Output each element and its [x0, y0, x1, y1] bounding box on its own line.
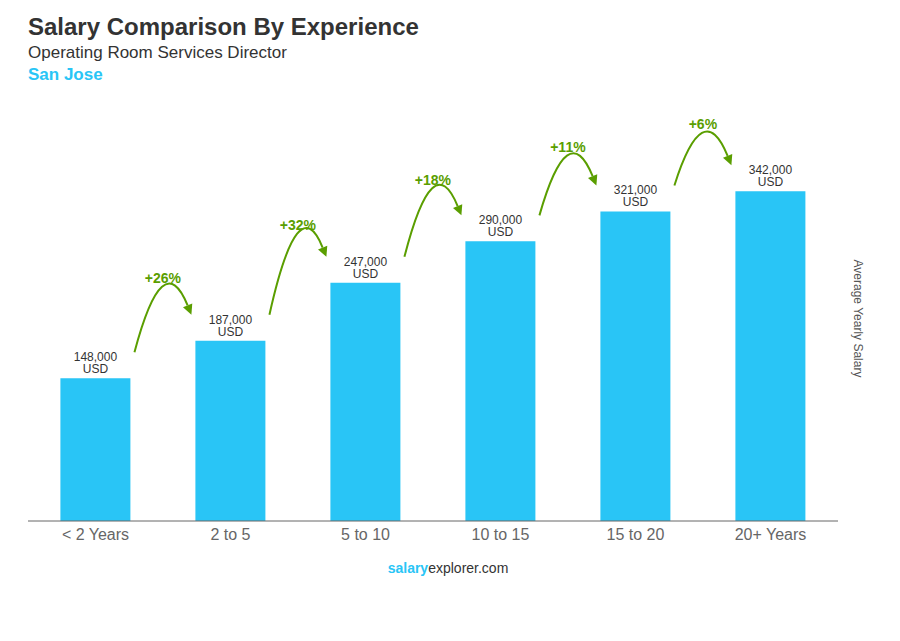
svg-text:247,000USD: 247,000USD	[344, 255, 388, 281]
svg-text:342,000USD: 342,000USD	[749, 163, 793, 189]
svg-text:Average Yearly Salary: Average Yearly Salary	[851, 260, 865, 378]
svg-text:290,000USD: 290,000USD	[479, 213, 523, 239]
svg-text:10 to 15: 10 to 15	[472, 526, 530, 543]
html-text:salary explorer.com: salary explorer.com	[387, 560, 509, 576]
svg-text:+26%: +26%	[145, 270, 182, 286]
html-text:Operating Room Services Direct: Operating Room Services Director	[28, 43, 287, 62]
svg-text:20+ Years: 20+ Years	[735, 526, 807, 543]
svg-text:+6%: +6%	[689, 116, 718, 132]
svg-text:< 2 Years: < 2 Years	[62, 526, 129, 543]
svg-text:15 to 20: 15 to 20	[607, 526, 665, 543]
svg-text:2 to 5: 2 to 5	[210, 526, 250, 543]
svg-text:321,000USD: 321,000USD	[614, 183, 658, 209]
html-text:Salary Comparison By Experienc: Salary Comparison By Experience	[28, 13, 419, 40]
svg-text:148,000USD: 148,000USD	[74, 350, 118, 376]
svg-text:+18%: +18%	[415, 172, 452, 188]
svg-text:+32%: +32%	[280, 217, 317, 233]
svg-text:187,000USD: 187,000USD	[209, 313, 253, 339]
svg-text:5 to 10: 5 to 10	[341, 526, 390, 543]
svg-text:+11%: +11%	[550, 139, 586, 155]
html-text:San Jose: San Jose	[28, 65, 103, 84]
